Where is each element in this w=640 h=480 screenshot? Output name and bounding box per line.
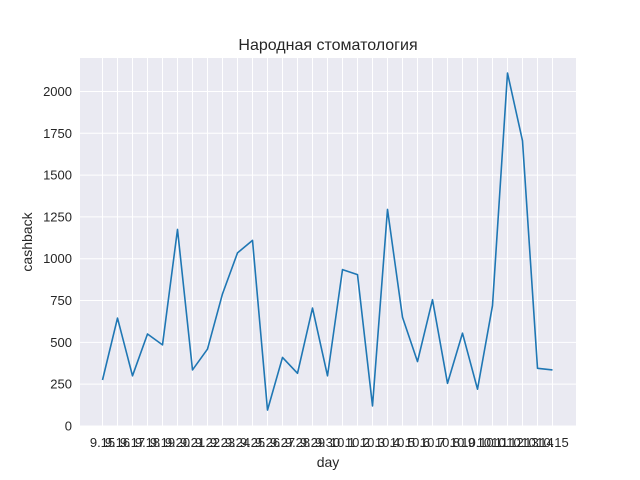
- y-tick-label: 1500: [43, 168, 72, 183]
- x-tick-label: 9.26: [255, 435, 280, 450]
- x-tick-label: 10.2: [345, 435, 370, 450]
- x-tick-label: 9.21: [180, 435, 205, 450]
- y-tick-label: 500: [50, 335, 72, 350]
- x-tick-label: 9.15: [90, 435, 115, 450]
- y-axis-label: cashback: [19, 211, 35, 271]
- x-tick-label: 9.18: [135, 435, 160, 450]
- x-tick-label: 10.13: [506, 435, 539, 450]
- x-tick-label: 10.1: [330, 435, 355, 450]
- x-tick-label: 9.28: [285, 435, 310, 450]
- x-tick-label: 10.11: [477, 435, 509, 450]
- y-tick-label: 1000: [43, 251, 72, 266]
- x-tick-label: 9.25: [240, 435, 265, 450]
- x-tick-label: 10.14: [521, 435, 554, 450]
- y-tick-label: 1250: [43, 209, 72, 224]
- y-axis-ticks: 0 250 500 750 1000 1250 1500 1750 2000: [43, 84, 72, 434]
- y-tick-label: 0: [65, 419, 72, 434]
- x-axis-label: day: [317, 454, 340, 470]
- x-axis-ticks: 9.159.169.179.189.199.209.219.229.239.24…: [90, 435, 569, 450]
- x-tick-label: 9.16: [105, 435, 130, 450]
- x-tick-label: 10.7: [420, 435, 445, 450]
- x-tick-label: 10.8: [435, 435, 460, 450]
- x-tick-label: 9.20: [165, 435, 190, 450]
- x-tick-label: 9.22: [195, 435, 220, 450]
- x-tick-label: 9.29: [300, 435, 325, 450]
- x-tick-label: 10.12: [491, 435, 524, 450]
- x-tick-label: 10.6: [405, 435, 430, 450]
- x-tick-label: 10.9: [450, 435, 475, 450]
- x-tick-label: 10.3: [360, 435, 385, 450]
- y-tick-label: 1750: [43, 126, 72, 141]
- y-tick-label: 2000: [43, 84, 72, 99]
- x-tick-label: 9.24: [225, 435, 250, 450]
- y-tick-label: 750: [50, 293, 72, 308]
- x-tick-label: 9.19: [150, 435, 175, 450]
- x-tick-label: 9.30: [315, 435, 340, 450]
- x-tick-label: 10.15: [536, 435, 569, 450]
- series-line: [101, 72, 553, 411]
- x-tick-label: 9.17: [120, 435, 145, 450]
- chart-title: Народная стоматология: [238, 37, 417, 54]
- x-tick-label: 9.27: [270, 435, 295, 450]
- x-tick-label: 10.4: [375, 435, 400, 450]
- x-tick-label: 9.23: [210, 435, 235, 450]
- x-tick-label: 10.5: [390, 435, 415, 450]
- x-tick-label: 10.10: [461, 435, 494, 450]
- y-tick-label: 250: [50, 377, 72, 392]
